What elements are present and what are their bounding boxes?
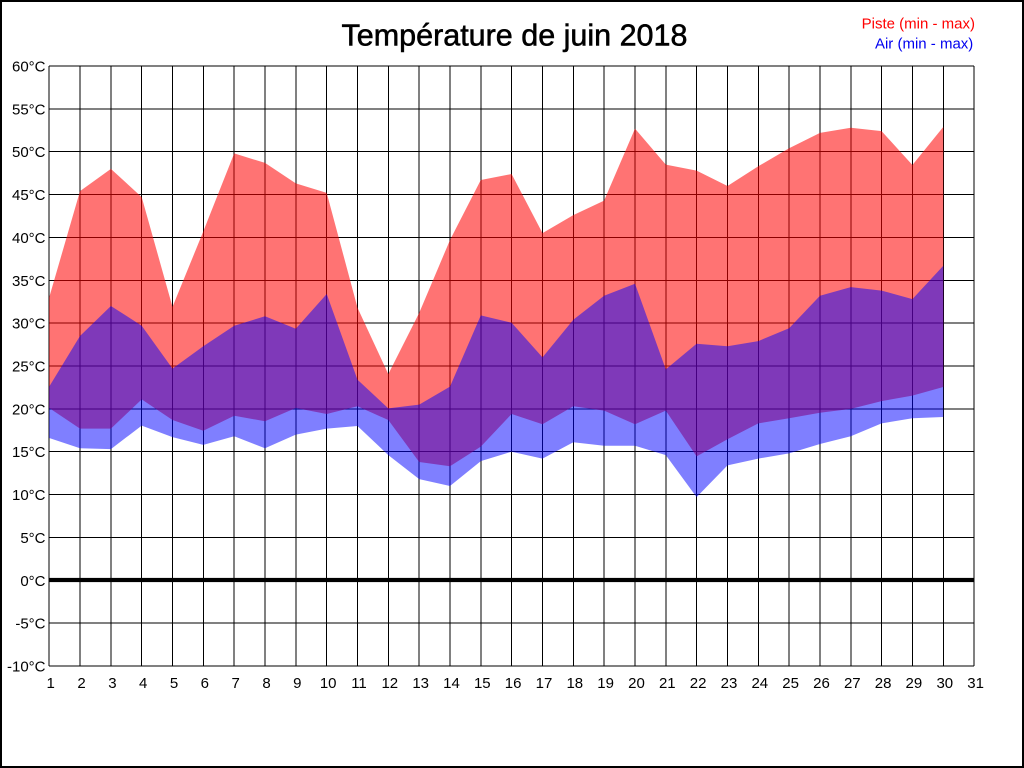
- svg-text:-5°C: -5°C: [15, 616, 45, 633]
- svg-text:30°C: 30°C: [12, 316, 46, 333]
- svg-text:13: 13: [412, 675, 429, 692]
- svg-text:12: 12: [381, 675, 398, 692]
- svg-text:Température de juin 2018: Température de juin 2018: [342, 19, 688, 53]
- svg-text:26: 26: [813, 675, 830, 692]
- svg-text:10°C: 10°C: [12, 487, 46, 504]
- svg-text:0°C: 0°C: [20, 573, 45, 590]
- svg-text:11: 11: [351, 675, 367, 692]
- svg-text:60°C: 60°C: [12, 59, 46, 76]
- svg-text:55°C: 55°C: [12, 101, 46, 118]
- svg-text:25: 25: [782, 675, 799, 692]
- svg-text:23: 23: [721, 675, 738, 692]
- svg-text:31: 31: [967, 675, 984, 692]
- svg-text:3: 3: [108, 675, 116, 692]
- svg-text:50°C: 50°C: [12, 144, 46, 161]
- svg-text:2: 2: [77, 675, 85, 692]
- svg-text:5: 5: [170, 675, 178, 692]
- svg-text:9: 9: [293, 675, 301, 692]
- svg-text:20°C: 20°C: [12, 401, 46, 418]
- svg-text:29: 29: [906, 675, 923, 692]
- svg-text:-10°C: -10°C: [7, 659, 46, 676]
- svg-text:16: 16: [505, 675, 522, 692]
- svg-text:5°C: 5°C: [20, 530, 45, 547]
- svg-text:21: 21: [659, 675, 676, 692]
- svg-text:24: 24: [751, 675, 768, 692]
- svg-text:15°C: 15°C: [12, 444, 46, 461]
- svg-text:4: 4: [139, 675, 147, 692]
- svg-text:28: 28: [875, 675, 892, 692]
- svg-text:14: 14: [443, 675, 460, 692]
- svg-text:8: 8: [262, 675, 270, 692]
- svg-text:Air (min - max): Air (min - max): [875, 35, 973, 52]
- svg-text:17: 17: [536, 675, 553, 692]
- svg-text:30: 30: [936, 675, 953, 692]
- svg-text:1: 1: [47, 675, 55, 692]
- svg-text:45°C: 45°C: [12, 187, 46, 204]
- svg-text:19: 19: [597, 675, 614, 692]
- svg-text:Piste (min - max): Piste (min - max): [862, 15, 975, 32]
- svg-text:20: 20: [628, 675, 645, 692]
- svg-text:27: 27: [844, 675, 861, 692]
- svg-text:40°C: 40°C: [12, 230, 46, 247]
- svg-text:18: 18: [566, 675, 583, 692]
- svg-text:10: 10: [320, 675, 337, 692]
- svg-text:7: 7: [232, 675, 240, 692]
- svg-text:22: 22: [690, 675, 707, 692]
- svg-text:15: 15: [474, 675, 491, 692]
- svg-text:25°C: 25°C: [12, 359, 46, 376]
- svg-text:6: 6: [201, 675, 209, 692]
- svg-text:35°C: 35°C: [12, 273, 46, 290]
